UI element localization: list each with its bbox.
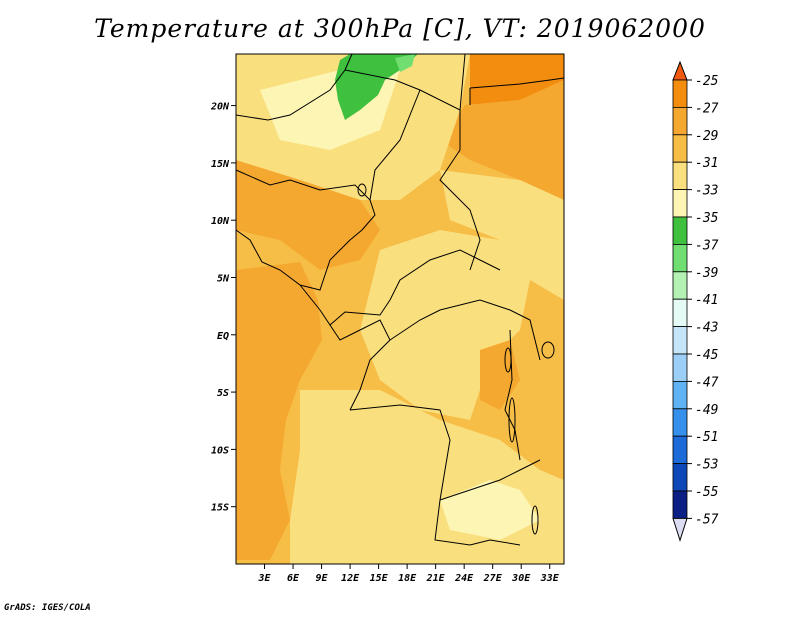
lat-tick-label: 10N	[211, 216, 230, 227]
lon-tick-label: 21E	[426, 573, 446, 584]
colorbar-box	[672, 298, 688, 328]
lon-tick-label: 30E	[511, 573, 531, 584]
colorbar-box	[672, 216, 688, 245]
colorbar-label: -35	[695, 211, 719, 226]
colorbar-box	[672, 463, 688, 492]
colorbar-box	[672, 490, 688, 519]
lon-tick-label: 6E	[287, 573, 300, 584]
map-plot-area	[235, 53, 565, 565]
map-frame	[235, 53, 565, 565]
grads-credit: GrADS: IGES/COLA	[4, 603, 91, 613]
colorbar-box	[672, 107, 688, 136]
lat-tick-label: 15S	[211, 503, 229, 514]
lon-tick-label: 33E	[540, 573, 560, 584]
lat-tick-label: 5N	[217, 273, 230, 284]
lon-tick-label: 15E	[370, 573, 389, 584]
colorbar-label: -41	[695, 293, 718, 308]
colorbar-box	[672, 243, 688, 273]
colorbar-label: -45	[695, 348, 719, 363]
colorbar-label: -27	[695, 101, 719, 116]
colorbar-label: -43	[695, 321, 718, 336]
temperature-field	[236, 54, 564, 564]
colorbar-label: -53	[695, 458, 718, 473]
colorbar-box	[672, 189, 688, 218]
colorbar-label: -29	[695, 129, 718, 144]
colorbar-top-arrow	[672, 60, 688, 81]
lakes	[357, 183, 555, 535]
colorbar-label: -49	[695, 403, 718, 418]
warm-core-ne	[470, 54, 564, 105]
lon-tick-label: 9E	[316, 573, 329, 584]
colorbar-box	[672, 161, 688, 190]
colorbar-box	[672, 380, 688, 410]
country-boundaries	[235, 53, 565, 546]
lon-tick-label: 18E	[398, 573, 417, 584]
colorbar-label: -57	[695, 512, 719, 527]
colorbar-label: -55	[695, 485, 719, 500]
cold-core-green	[335, 54, 418, 120]
colorbar-box	[672, 408, 688, 437]
lon-tick-label: 24E	[454, 573, 474, 584]
lat-tick-label: 20N	[210, 102, 230, 113]
map-axes: 3E 6E 9E 12E 15E 18E 21E 24E 27E 30E 33E 20N 15N 10N 5…	[210, 102, 560, 584]
lat-tick-label: 5S	[217, 388, 229, 399]
lat-tick-label: 10S	[211, 445, 229, 456]
colorbar-box	[672, 435, 688, 465]
lon-tick-label: 27E	[483, 573, 503, 584]
colorbar-label: -37	[695, 238, 719, 253]
lon-tick-label: 3E	[257, 573, 271, 584]
colorbar-label: -39	[695, 266, 718, 281]
lat-tick-label: 15N	[211, 159, 230, 170]
colorbar: -25 -27 -29 -31 -33 -35 -37 -39 -41 -43 -45 -47 -49 -…	[672, 60, 719, 543]
colorbar-label: -33	[695, 184, 718, 199]
map-title: Temperature at 300hPa [C], VT: 201906200…	[94, 14, 706, 43]
colorbar-label: -25	[695, 74, 719, 89]
colorbar-box	[672, 271, 688, 300]
colorbar-label: -51	[695, 430, 718, 445]
colorbar-box	[672, 79, 688, 108]
colorbar-label: -47	[695, 375, 719, 390]
colorbar-label: -31	[695, 156, 718, 171]
colorbar-box	[672, 134, 688, 163]
lat-tick-label: EQ	[217, 331, 229, 342]
colorbar-box	[672, 353, 688, 382]
colorbar-bottom-arrow	[672, 517, 688, 543]
colorbar-box	[672, 326, 688, 355]
lon-tick-label: 12E	[341, 573, 360, 584]
